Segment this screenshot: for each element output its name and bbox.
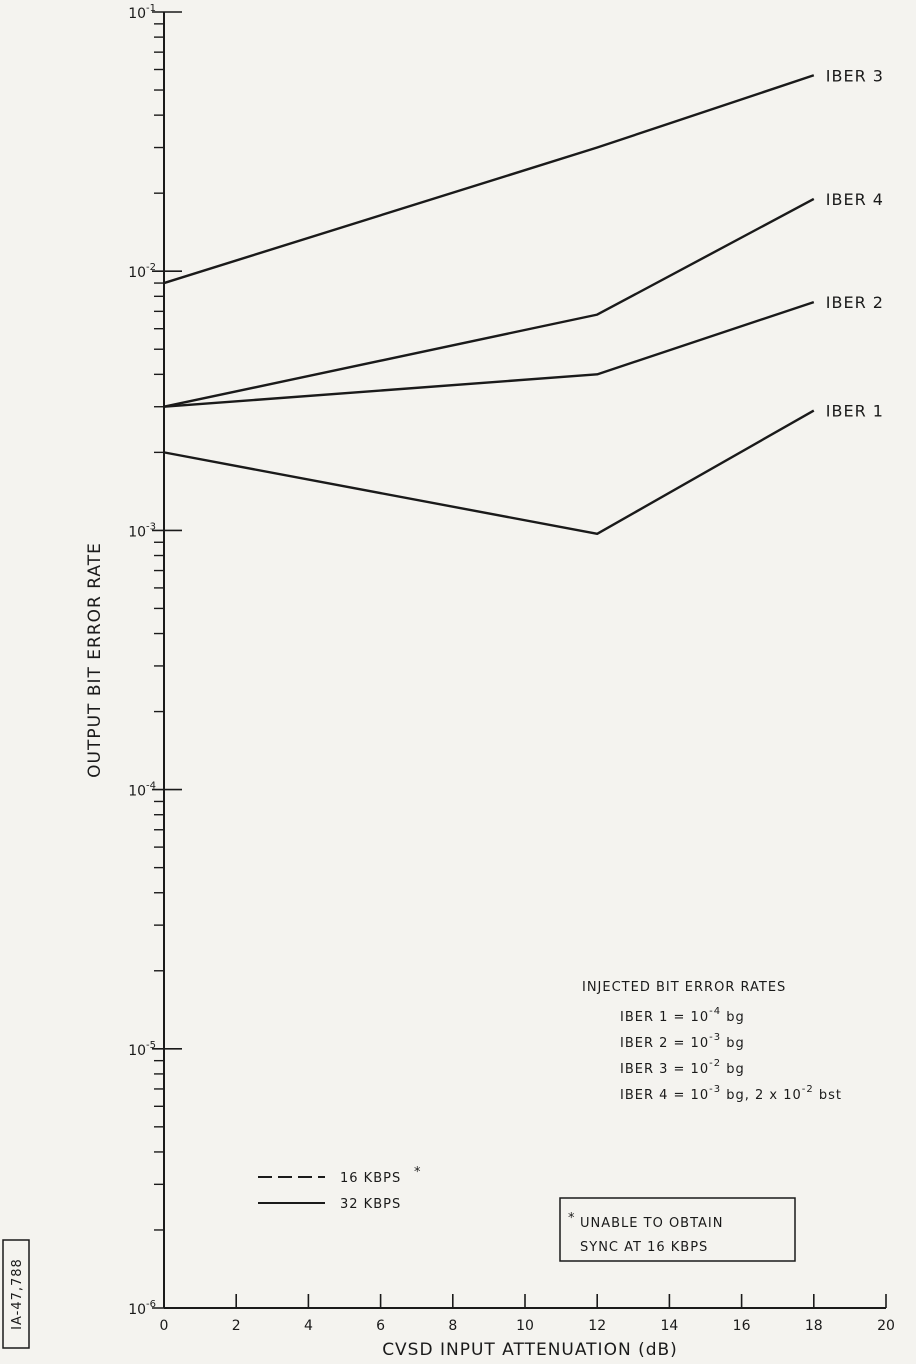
y-tick-label: 10-2: [128, 262, 156, 281]
annotation-line: IBER 3 = 10-2 bg: [620, 1058, 745, 1077]
series-line-iber-1: [163, 409, 815, 536]
series-label-iber-3: IBER 3: [826, 66, 884, 85]
y-tick-label: 10-5: [128, 1040, 156, 1059]
series-label-iber-2: IBER 2: [826, 293, 884, 312]
x-tick-label: 8: [448, 1318, 457, 1334]
x-tick-label: 2: [232, 1318, 241, 1334]
series-label-iber-1: IBER 1: [826, 402, 884, 421]
x-ticks: 0 2 4 6 8 10 12 14 16 18 20: [160, 1294, 895, 1334]
x-tick-label: 18: [805, 1318, 823, 1334]
axes: [163, 12, 886, 1309]
annotation-line: IBER 2 = 10-3 bg: [620, 1032, 745, 1051]
x-tick-label: 12: [588, 1318, 606, 1334]
x-tick-label: 10: [516, 1318, 534, 1334]
footnote-box: * UNABLE TO OBTAIN SYNC AT 16 KBPS: [559, 1197, 796, 1262]
legend-label-16kbps: 16 KBPS: [340, 1171, 401, 1186]
x-tick-label: 16: [733, 1318, 751, 1334]
y-ticks: 10-6 10-5 10-4 10-3 10-2 10-1: [128, 3, 182, 1318]
footnote-marker: *: [568, 1211, 576, 1226]
legend: 16 KBPS * 32 KBPS: [258, 1165, 422, 1212]
footnote-border: [559, 1197, 796, 1262]
x-axis-title: CVSD INPUT ATTENUATION (dB): [382, 1340, 678, 1360]
y-tick-label: 10-6: [128, 1299, 156, 1318]
y-tick-label: 10-1: [128, 3, 156, 22]
series-label-iber-4: IBER 4: [826, 190, 884, 209]
legend-marker-16kbps: *: [414, 1165, 422, 1180]
series-line-iber-3: [163, 74, 815, 285]
annotation-title: INJECTED BIT ERROR RATES: [582, 980, 786, 995]
figure-id-text: IA-47,788: [10, 1258, 25, 1330]
y-tick-label: 10-3: [128, 521, 156, 540]
figure-id-border: [2, 1239, 30, 1349]
x-tick-label: 0: [160, 1318, 169, 1334]
x-tick-label: 14: [660, 1318, 678, 1334]
series-lines: [163, 74, 815, 536]
footnote-line-1: UNABLE TO OBTAIN: [580, 1216, 723, 1231]
series-line-iber-4: [163, 197, 815, 408]
x-tick-label: 6: [376, 1318, 385, 1334]
series-line-iber-2: [163, 300, 815, 408]
x-tick-label: 4: [304, 1318, 313, 1334]
legend-label-32kbps: 32 KBPS: [340, 1197, 401, 1212]
annotation-line: IBER 1 = 10-4 bg: [620, 1006, 745, 1025]
y-axis-title: OUTPUT BIT ERROR RATE: [85, 542, 105, 778]
series-labels: IBER 3 IBER 4 IBER 2 IBER 1: [826, 66, 884, 421]
x-tick-label: 20: [877, 1318, 895, 1334]
y-tick-label: 10-4: [128, 781, 156, 800]
figure-id-box: IA-47,788: [2, 1239, 30, 1349]
annotation-line: IBER 4 = 10-3 bg, 2 x 10-2 bst: [620, 1084, 842, 1103]
injected-bit-error-rates-note: INJECTED BIT ERROR RATES IBER 1 = 10-4 b…: [582, 980, 842, 1103]
footnote-line-2: SYNC AT 16 KBPS: [580, 1240, 708, 1255]
